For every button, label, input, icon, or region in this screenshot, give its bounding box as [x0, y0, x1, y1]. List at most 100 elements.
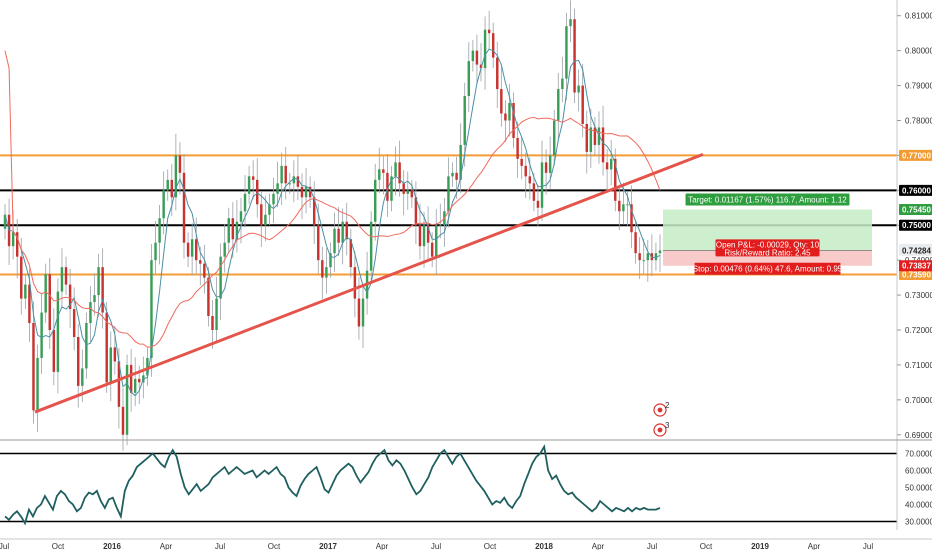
candle-body [349, 239, 353, 268]
oscillator-pane [0, 444, 897, 526]
level-price-tag [899, 219, 932, 231]
candle-body [3, 214, 7, 229]
candle-body [553, 120, 556, 156]
dividend-icon-dot [657, 427, 663, 433]
candle-body [483, 29, 487, 69]
candle-body [162, 190, 165, 219]
time-axis-label: Jul [0, 542, 9, 550]
candle-body [40, 312, 43, 358]
candle-body [569, 19, 572, 27]
moving-averages [4, 48, 661, 397]
candle-body [642, 260, 645, 262]
candle-body [601, 127, 605, 163]
candlestick-series [3, 0, 662, 451]
candle-body [471, 50, 475, 62]
candle-body [178, 155, 182, 173]
time-axis-label: Jul [863, 542, 873, 550]
candle-body [85, 323, 88, 369]
candle-body [658, 250, 662, 254]
price-tick-label: 0.79000 [905, 82, 932, 91]
candle-body [77, 336, 80, 386]
candle-body [418, 225, 422, 247]
fast-moving-average-line [4, 48, 661, 397]
candle-body [512, 103, 515, 138]
candle-body [581, 85, 584, 124]
candle-body [239, 211, 243, 222]
candle-body [296, 176, 300, 187]
candle-body [345, 221, 348, 240]
candle-body [479, 64, 483, 69]
badge-count: 2 [665, 401, 670, 410]
candle-body [199, 260, 202, 264]
oscillator-tick-label: 60.0000 [905, 467, 932, 476]
level-price-tag [899, 149, 932, 161]
candle-body [638, 253, 641, 261]
candle-body [105, 312, 108, 383]
candle-body [337, 228, 340, 243]
level-price-tag-label: 0.73590 [902, 270, 931, 279]
candle-body [329, 253, 332, 268]
price-tick-label: 0.72000 [905, 326, 932, 335]
time-axis-label: Apr [376, 542, 389, 550]
candle-body [272, 193, 275, 205]
candle-body [491, 33, 495, 58]
candle-body [414, 197, 418, 226]
candle-body [435, 225, 438, 257]
candle-body [68, 284, 72, 310]
candle-body [292, 176, 296, 184]
candle-body [589, 127, 593, 152]
candle-body [430, 242, 434, 257]
oscillator-tick-label: 40.0000 [905, 501, 932, 510]
candle-body [455, 172, 458, 180]
candle-body [618, 200, 621, 212]
candle-body [630, 204, 633, 233]
candle-body [426, 225, 430, 243]
price-tag [899, 204, 932, 216]
candle-body [496, 57, 499, 90]
candle-body [215, 298, 218, 330]
candle-body [557, 89, 560, 121]
candle-body [174, 155, 178, 198]
candle-body [536, 200, 540, 208]
price-tag [899, 244, 932, 256]
oscillator-tick-label: 50.0000 [905, 484, 932, 493]
candle-body [369, 221, 373, 271]
badge-count: 3 [665, 421, 670, 430]
candle-body [268, 204, 271, 215]
candle-body [646, 253, 650, 261]
candle-body [532, 183, 536, 201]
price-tag-label: 0.73837 [902, 262, 931, 271]
candle-body [524, 165, 527, 177]
candle-body [341, 221, 344, 243]
oscillator-tick-label: 30.0000 [905, 518, 932, 527]
price-tick-label: 0.81000 [905, 12, 932, 21]
candle-body [109, 347, 112, 383]
candle-body [223, 242, 226, 257]
candle-body [227, 218, 230, 243]
price-tick-label: 0.70000 [905, 396, 932, 405]
candle-body [593, 127, 597, 145]
candle-body [190, 239, 194, 257]
candle-body [81, 368, 84, 386]
candle-body [251, 176, 255, 180]
price-tags: 0.770000.760000.750000.735900.754500.743… [899, 149, 932, 280]
candle-body [97, 267, 100, 296]
oscillator-line [4, 444, 661, 526]
candle-body [20, 256, 23, 299]
stop-label-box [694, 262, 841, 275]
time-axis-label: Oct [700, 542, 713, 550]
candle-body [170, 179, 174, 198]
candle-body [243, 193, 247, 212]
news-flag-icon-dot [657, 407, 663, 413]
trendline [34, 152, 704, 414]
candle-body [60, 267, 64, 292]
candle-body [561, 78, 564, 90]
price-tag-label: 0.74284 [902, 246, 931, 255]
price-tick-label: 0.80000 [905, 47, 932, 56]
time-axis-label: 2019 [751, 542, 769, 550]
level-price-tag [899, 184, 932, 196]
candle-body [194, 239, 198, 261]
candle-body [577, 85, 580, 93]
candle-body [447, 176, 450, 212]
